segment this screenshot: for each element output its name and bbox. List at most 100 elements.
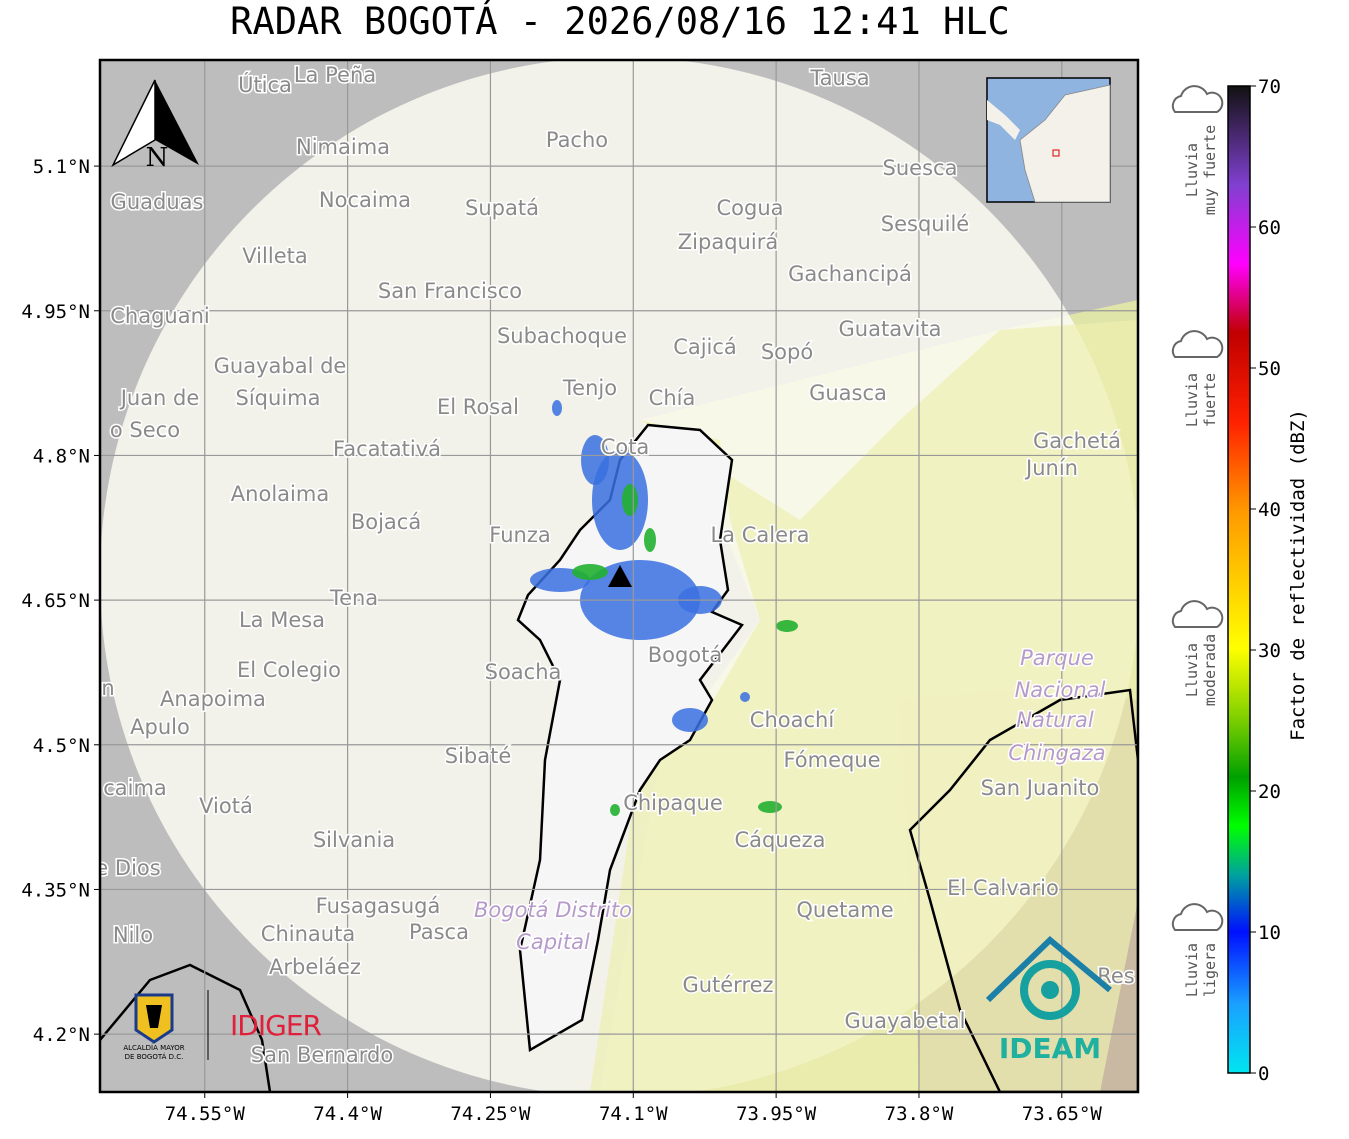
rain-label: Lluvia bbox=[1183, 943, 1201, 997]
place-name: Gutérrez bbox=[682, 973, 773, 997]
place-name: Pasca bbox=[409, 920, 469, 944]
rain-label: fuerte bbox=[1201, 373, 1219, 427]
place-name: Guasca bbox=[809, 381, 887, 405]
place-name: Sopó bbox=[761, 340, 813, 364]
north-label: N bbox=[146, 143, 169, 173]
place-name: Guaduas bbox=[111, 190, 204, 214]
place-name: Nocaima bbox=[319, 188, 411, 212]
lat-tick-label: 4.5°N bbox=[33, 735, 90, 757]
place-name: e Dios bbox=[95, 856, 160, 880]
place-name: Quetame bbox=[796, 898, 893, 922]
colorbar-tick-label: 60 bbox=[1258, 217, 1281, 239]
rain-icon bbox=[1171, 903, 1224, 931]
colorbar-tick-label: 10 bbox=[1258, 922, 1281, 944]
lat-tick-label: 4.8°N bbox=[33, 445, 90, 467]
ideam-logo: IDEAM bbox=[985, 935, 1112, 1065]
place-name: Juan de bbox=[119, 386, 200, 410]
place-name: Bojacá bbox=[351, 510, 421, 534]
place-name: Pacho bbox=[546, 128, 608, 152]
place-name: Res bbox=[1097, 964, 1135, 988]
place-name: Chinauta bbox=[261, 922, 355, 946]
rain-icon bbox=[1171, 600, 1224, 628]
place-name: Bogotá bbox=[648, 643, 723, 667]
place-name: Arbeláez bbox=[269, 955, 361, 979]
place-name: Tausa bbox=[809, 66, 869, 90]
place-name: Anapoima bbox=[160, 687, 266, 711]
lon-tick-label: 74.55°W bbox=[165, 1103, 246, 1125]
place-name: o Seco bbox=[110, 418, 180, 442]
colorbar bbox=[1227, 85, 1251, 1074]
place-name: Zipaquirá bbox=[678, 230, 778, 254]
place-name: Tena bbox=[329, 586, 378, 610]
place-name: Chingaza bbox=[1008, 741, 1105, 765]
place-name: Chipaque bbox=[623, 791, 723, 815]
colorbar-label: Factor de reflectividad (dBZ) bbox=[1287, 409, 1309, 741]
lon-tick-label: 74.4°W bbox=[313, 1103, 382, 1125]
place-name: Nacional bbox=[1015, 678, 1106, 702]
north-arrow: N bbox=[111, 79, 199, 173]
map-frame bbox=[98, 58, 1140, 1094]
place-name: La Peña bbox=[294, 63, 376, 87]
place-name: Guayabal de bbox=[214, 354, 347, 378]
cloud bbox=[1171, 600, 1224, 628]
lat-tick-label: 4.65°N bbox=[21, 590, 90, 612]
rain-label: Lluvia bbox=[1183, 373, 1201, 427]
place-name: Choachí bbox=[750, 708, 836, 732]
place-name: Soacha bbox=[485, 660, 562, 684]
place-name: Chía bbox=[649, 386, 696, 410]
colorbar-tick-label: 20 bbox=[1258, 781, 1281, 803]
place-name: Útica bbox=[238, 72, 292, 97]
place-name: Síquima bbox=[236, 386, 321, 410]
place-name: n bbox=[101, 676, 114, 700]
place-name: Fusagasugá bbox=[316, 894, 441, 918]
place-name: Cajicá bbox=[673, 335, 737, 359]
place-name: Natural bbox=[1016, 708, 1094, 732]
place-name: Guatavita bbox=[839, 317, 942, 341]
place-name: La Calera bbox=[710, 523, 809, 547]
lat-tick-label: 4.95°N bbox=[21, 301, 90, 323]
alcaldia-logo: ALCALDÍA MAYOR DE BOGOTÁ D.C. IDIGER bbox=[123, 990, 322, 1061]
cloud bbox=[1171, 903, 1224, 931]
place-name: San Juanito bbox=[981, 776, 1100, 800]
place-name: El Calvario bbox=[947, 876, 1059, 900]
place-name: Viotá bbox=[199, 794, 253, 818]
place-name: Tenjo bbox=[562, 376, 617, 400]
lon-tick-label: 73.95°W bbox=[736, 1103, 817, 1125]
logo-text: DE BOGOTÁ D.C. bbox=[125, 1052, 184, 1061]
rain-label: muy fuerte bbox=[1201, 125, 1219, 215]
place-name: El Colegio bbox=[237, 658, 341, 682]
place-name: Suesca bbox=[883, 156, 958, 180]
place-name: Subachoque bbox=[497, 324, 627, 348]
place-name: San Bernardo bbox=[251, 1043, 393, 1067]
place-name: Sesquilé bbox=[881, 212, 969, 236]
place-name: Funza bbox=[489, 523, 550, 547]
place-name: Nimaima bbox=[296, 135, 390, 159]
place-name: Villeta bbox=[242, 244, 307, 268]
colorbar-tick-label: 0 bbox=[1258, 1063, 1269, 1085]
place-name: Gachetá bbox=[1033, 429, 1121, 453]
lat-tick-label: 5.1°N bbox=[33, 156, 90, 178]
rain-label: moderada bbox=[1201, 634, 1219, 706]
lat-tick-label: 4.2°N bbox=[33, 1024, 90, 1046]
rain-icon bbox=[1171, 330, 1224, 358]
colorbar-tick-label: 30 bbox=[1258, 640, 1281, 662]
rain-label: Lluvia bbox=[1183, 143, 1201, 197]
place-name: Sibaté bbox=[445, 744, 512, 768]
rain-label: ligera bbox=[1201, 943, 1219, 997]
place-name: Gachancipá bbox=[788, 262, 912, 286]
place-name: Guayabetal bbox=[845, 1009, 966, 1033]
colorbar-tick-label: 70 bbox=[1258, 76, 1281, 98]
place-name: Facatativá bbox=[333, 437, 441, 461]
place-name: El Rosal bbox=[437, 395, 519, 419]
cloud bbox=[1171, 85, 1224, 113]
place-name: Silvania bbox=[313, 828, 395, 852]
lon-tick-label: 73.65°W bbox=[1022, 1103, 1103, 1125]
place-name: caima bbox=[103, 776, 167, 800]
colorbar-tick-label: 50 bbox=[1258, 358, 1281, 380]
colorbar-tick-label: 40 bbox=[1258, 499, 1281, 521]
rain-icon bbox=[1171, 85, 1224, 113]
place-name: Bogotá Distrito bbox=[474, 898, 632, 922]
place-name: Cogua bbox=[716, 196, 783, 220]
lon-tick-label: 73.8°W bbox=[885, 1103, 954, 1125]
place-name: Cáqueza bbox=[735, 828, 826, 852]
